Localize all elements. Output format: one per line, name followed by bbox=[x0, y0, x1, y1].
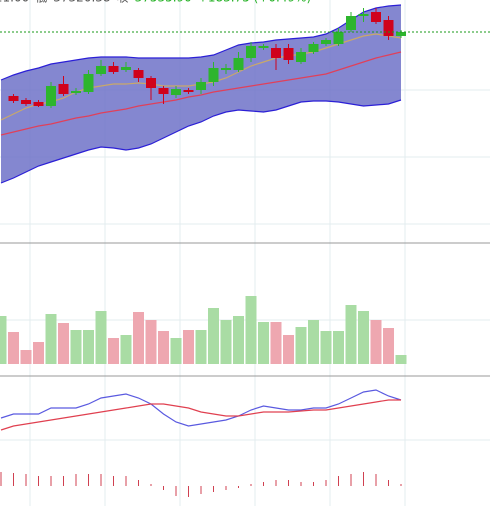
candle-body bbox=[83, 74, 94, 92]
header-text: 37535.90 bbox=[135, 0, 192, 5]
line-dn bbox=[0, 99, 402, 184]
volume-bar bbox=[320, 331, 332, 364]
candle-body bbox=[271, 48, 281, 58]
volume-bar bbox=[270, 322, 282, 364]
volume-bar bbox=[45, 314, 57, 364]
volume-bar bbox=[95, 311, 107, 364]
candle-body bbox=[371, 12, 381, 22]
volume-bar bbox=[358, 311, 369, 364]
candle-body bbox=[96, 66, 106, 74]
volume-bar bbox=[58, 323, 69, 364]
candle-body bbox=[258, 46, 269, 48]
volume-bar bbox=[33, 342, 44, 364]
volume-bar bbox=[170, 338, 182, 364]
header-text: 收 bbox=[117, 0, 129, 5]
candle-body bbox=[121, 67, 131, 70]
header: 37421.00 低 37320.38 收 37535.90 +183.75 (+0.49… bbox=[0, 0, 311, 5]
volume-bar bbox=[83, 330, 94, 364]
volume-bar bbox=[295, 327, 307, 364]
candle-body bbox=[358, 14, 369, 16]
candle-body bbox=[46, 86, 56, 106]
candle-body bbox=[146, 78, 156, 88]
volume-bar bbox=[145, 320, 157, 364]
volume-bar bbox=[245, 296, 257, 364]
volume-bar bbox=[395, 355, 407, 364]
volume-bar bbox=[370, 320, 382, 364]
volume-bar bbox=[220, 320, 232, 364]
volume-bar bbox=[0, 316, 7, 364]
header-text: 37320.38 bbox=[53, 0, 110, 5]
line-dea bbox=[0, 399, 401, 431]
candle-body bbox=[196, 82, 206, 90]
candle-body bbox=[171, 89, 181, 95]
line-dif bbox=[0, 389, 402, 427]
volume-bar bbox=[345, 305, 357, 364]
candle-body bbox=[246, 46, 256, 58]
volume-bar bbox=[258, 322, 269, 364]
header-text: +183.75 (+0.49%) bbox=[198, 0, 311, 5]
candle-body bbox=[308, 44, 319, 52]
candle-body bbox=[183, 90, 194, 92]
volume-bar bbox=[283, 335, 294, 364]
header-text: 低 bbox=[35, 0, 47, 5]
candle-body bbox=[346, 16, 356, 30]
candle-body bbox=[233, 58, 244, 70]
candle-body bbox=[71, 91, 81, 93]
candle-body bbox=[383, 20, 394, 36]
volume-bar bbox=[120, 335, 132, 364]
candle-body bbox=[21, 100, 31, 104]
candle-body bbox=[158, 88, 169, 94]
candle-body bbox=[333, 32, 344, 44]
candle-body bbox=[58, 84, 69, 94]
volume-bar bbox=[383, 328, 394, 364]
volume-bar bbox=[195, 330, 207, 364]
candle-body bbox=[108, 66, 119, 72]
header-text: 37421.00 bbox=[0, 0, 29, 5]
candle-body bbox=[221, 68, 231, 70]
volume-bar bbox=[208, 308, 219, 364]
volume-bar bbox=[133, 312, 144, 364]
volume-bar bbox=[20, 350, 32, 364]
volume-bar bbox=[308, 320, 319, 364]
candle-body bbox=[208, 68, 219, 82]
volume-bar bbox=[70, 330, 82, 364]
candle-body bbox=[133, 70, 144, 78]
line-up bbox=[0, 4, 402, 81]
line-mid bbox=[0, 51, 402, 136]
volume-bar bbox=[183, 330, 194, 364]
volume-bar bbox=[233, 316, 244, 364]
candle-body bbox=[321, 40, 331, 44]
candle-body bbox=[283, 48, 294, 60]
candle-body bbox=[396, 32, 406, 36]
volume-bar bbox=[108, 338, 119, 364]
candle-body bbox=[296, 52, 306, 62]
candle-body bbox=[8, 96, 19, 101]
candle-body bbox=[33, 102, 44, 106]
volume-bar bbox=[333, 331, 344, 364]
volume-bar bbox=[8, 332, 19, 364]
volume-bar bbox=[158, 331, 169, 364]
